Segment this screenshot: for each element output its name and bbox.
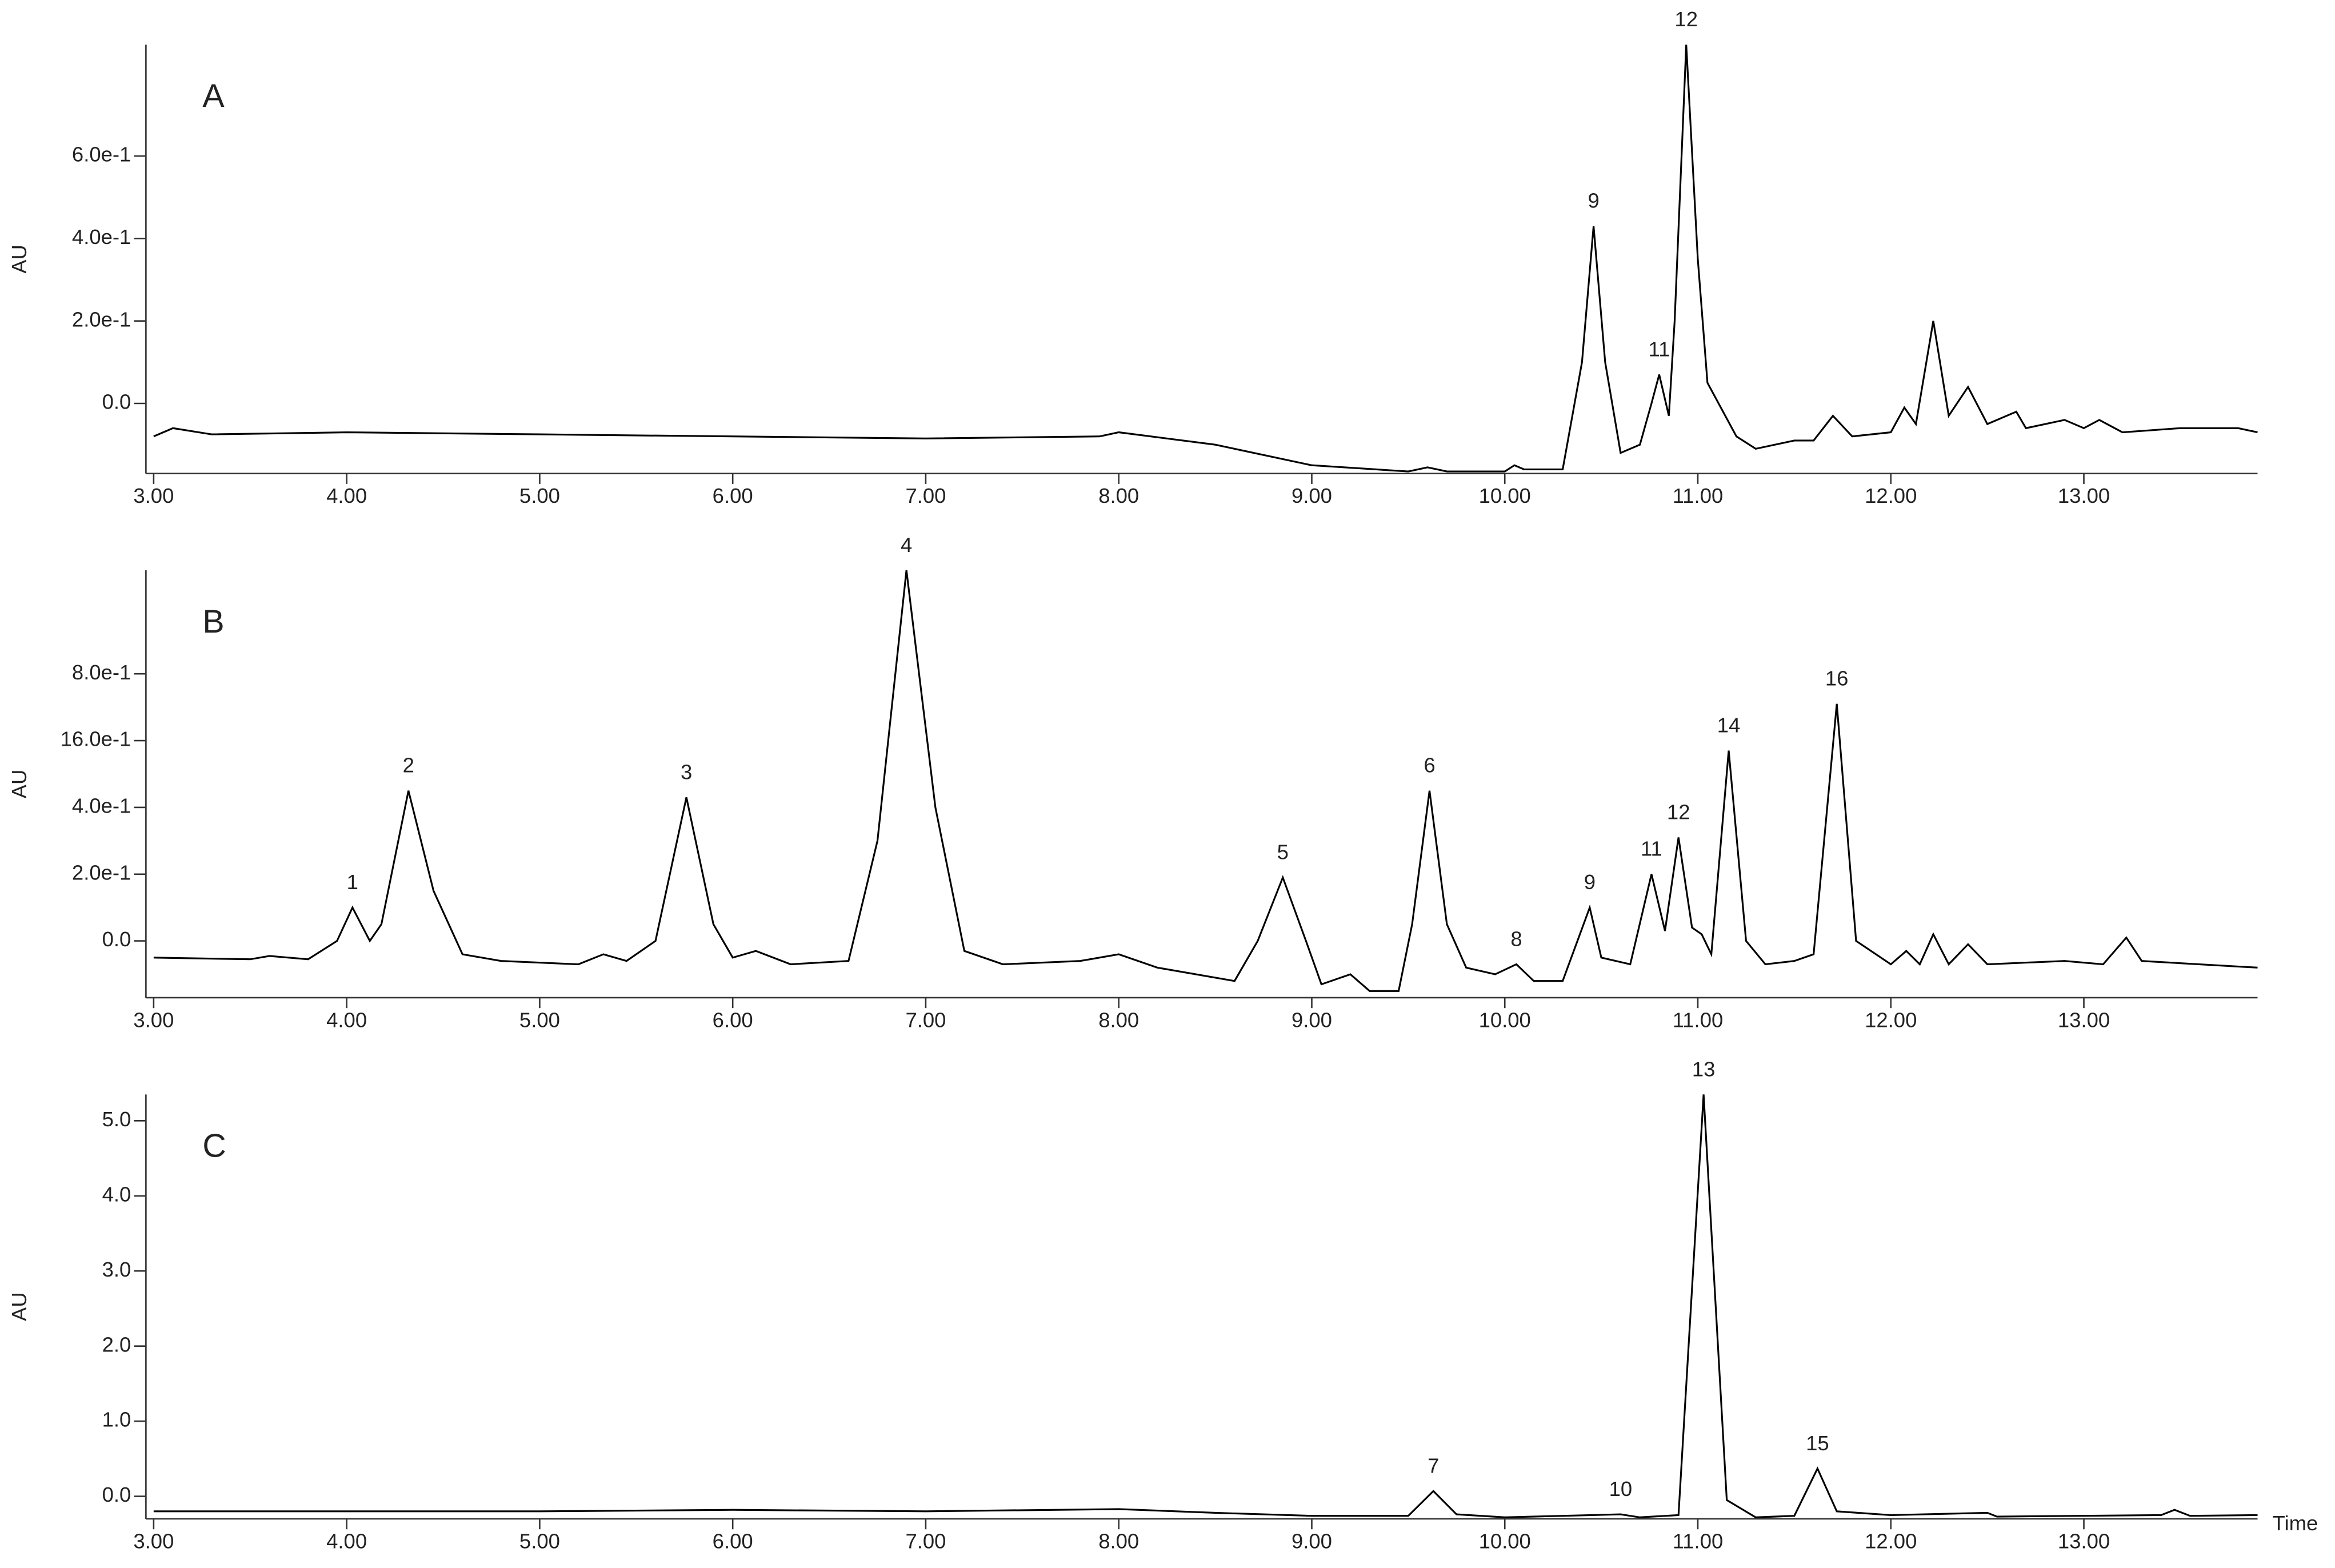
panel-label: A — [202, 78, 225, 114]
peak-label: 7 — [1428, 1454, 1439, 1477]
x-tick-label: 11.00 — [1673, 1008, 1724, 1031]
x-tick-label: 8.00 — [1098, 1008, 1139, 1031]
x-tick-label: 9.00 — [1292, 1529, 1332, 1553]
x-tick-label: 8.00 — [1098, 484, 1139, 507]
peak-label: 16 — [1825, 667, 1849, 690]
trace — [153, 570, 2258, 992]
trace — [153, 1094, 2258, 1518]
peak-label: 1 — [347, 870, 358, 894]
y-tick-label: 1.0 — [102, 1408, 131, 1431]
peak-label: 12 — [1674, 7, 1698, 31]
x-tick-label: 7.00 — [905, 1529, 946, 1553]
peak-label: 4 — [901, 533, 912, 557]
peak-label: 8 — [1510, 927, 1522, 950]
y-tick-label: 5.0 — [102, 1107, 131, 1131]
x-tick-label: 4.00 — [326, 1529, 367, 1553]
y-tick-label: 0.0 — [102, 1483, 131, 1506]
x-tick-label: 3.00 — [133, 1529, 174, 1553]
peak-label: 2 — [403, 754, 414, 777]
peak-label: 11 — [1641, 837, 1662, 861]
y-tick-label: 6.0e-1 — [72, 143, 131, 166]
x-tick-label: 9.00 — [1292, 1008, 1332, 1031]
peak-label: 14 — [1717, 714, 1741, 737]
y-tick-label: 2.0e-1 — [72, 861, 131, 884]
x-tick-label: 12.00 — [1865, 484, 1917, 507]
y-axis-label: AU — [7, 770, 31, 799]
x-tick-label: 7.00 — [905, 484, 946, 507]
peak-label: 12 — [1667, 800, 1690, 823]
peak-label: 3 — [681, 760, 692, 783]
peak-label: 6 — [1424, 754, 1435, 777]
y-tick-label: 2.0e-1 — [72, 307, 131, 331]
x-tick-label: 4.00 — [326, 484, 367, 507]
peak-label: 15 — [1806, 1431, 1829, 1455]
x-tick-label: 13.00 — [2058, 1529, 2110, 1553]
x-tick-label: 12.00 — [1865, 1008, 1917, 1031]
peak-label: 13 — [1692, 1057, 1716, 1081]
x-tick-label: 3.00 — [133, 1008, 174, 1031]
x-tick-label: 3.00 — [133, 484, 174, 507]
x-tick-label: 13.00 — [2058, 484, 2110, 507]
x-tick-label: 5.00 — [519, 484, 560, 507]
peak-label: 9 — [1584, 870, 1596, 894]
peak-label: 10 — [1609, 1477, 1633, 1501]
x-tick-label: 10.00 — [1479, 1008, 1531, 1031]
peak-label: 5 — [1277, 841, 1289, 864]
y-tick-label: 4.0e-1 — [72, 225, 131, 249]
trace — [153, 45, 2258, 473]
x-tick-label: 7.00 — [905, 1008, 946, 1031]
y-axis-label: AU — [7, 1292, 31, 1321]
panel-label: C — [202, 1127, 226, 1164]
y-tick-label: 16.0e-1 — [61, 727, 131, 751]
y-axis-label: AU — [7, 245, 31, 274]
x-axis-label: Time — [2273, 1511, 2318, 1535]
x-tick-label: 5.00 — [519, 1008, 560, 1031]
x-tick-label: 6.00 — [713, 484, 753, 507]
x-tick-label: 9.00 — [1292, 484, 1332, 507]
x-tick-label: 10.00 — [1479, 484, 1531, 507]
peak-label: 9 — [1588, 189, 1599, 213]
x-tick-label: 4.00 — [326, 1008, 367, 1031]
y-tick-label: 0.0 — [102, 390, 131, 414]
y-tick-label: 2.0 — [102, 1333, 131, 1356]
y-tick-label: 8.0e-1 — [72, 661, 131, 684]
y-tick-label: 4.0e-1 — [72, 794, 131, 818]
y-tick-label: 4.0 — [102, 1182, 131, 1206]
y-tick-label: 3.0 — [102, 1258, 131, 1281]
y-tick-label: 0.0 — [102, 927, 131, 951]
x-tick-label: 8.00 — [1098, 1529, 1139, 1553]
x-tick-label: 11.00 — [1673, 1529, 1724, 1553]
x-tick-label: 6.00 — [713, 1529, 753, 1553]
x-tick-label: 12.00 — [1865, 1529, 1917, 1553]
x-tick-label: 11.00 — [1673, 484, 1724, 507]
x-tick-label: 5.00 — [519, 1529, 560, 1553]
peak-label: 11 — [1649, 337, 1670, 361]
x-tick-label: 6.00 — [713, 1008, 753, 1031]
x-tick-label: 13.00 — [2058, 1008, 2110, 1031]
x-tick-label: 10.00 — [1479, 1529, 1531, 1553]
panel-label: B — [202, 603, 224, 640]
